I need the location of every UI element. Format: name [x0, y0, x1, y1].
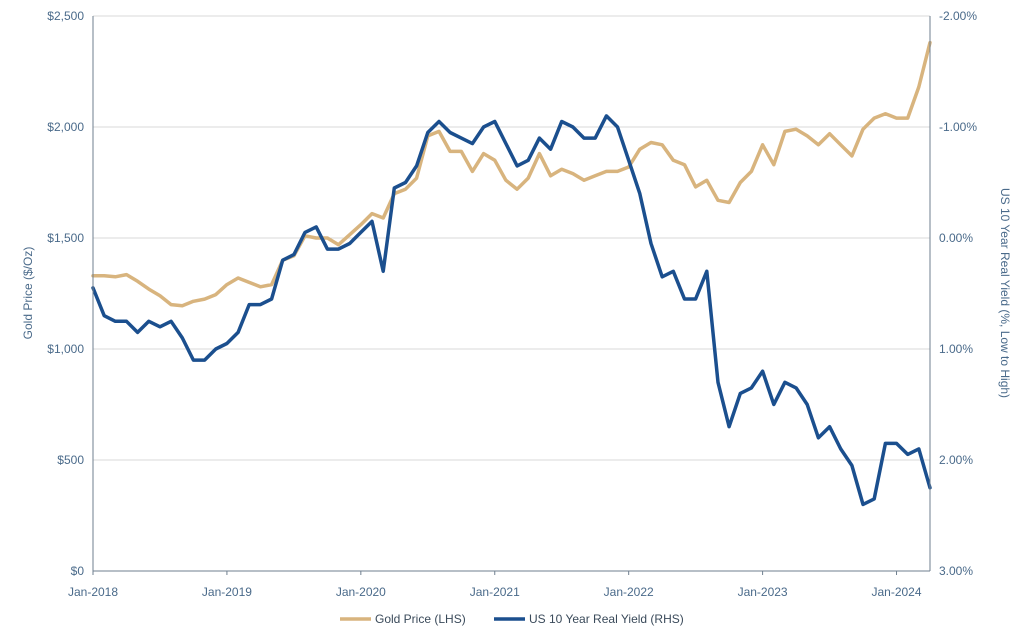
grid-lines	[93, 15, 930, 461]
right-tick-label: -2.00%	[939, 9, 977, 23]
right-tick-label: 1.00%	[939, 342, 973, 356]
x-tick-label: Jan-2022	[604, 585, 654, 599]
left-tick-label: $1,500	[47, 231, 84, 245]
right-tick-labels: 3.00% 2.00% 1.00% 0.00% -1.00% -2.00%	[939, 9, 977, 578]
legend-label-yield: US 10 Year Real Yield (RHS)	[529, 612, 684, 626]
x-tick-label: Jan-2021	[470, 585, 520, 599]
left-axis-title: Gold Price ($/Oz)	[21, 247, 35, 340]
right-tick-label: 3.00%	[939, 564, 973, 578]
left-tick-label: $0	[71, 564, 85, 578]
x-tick-label: Jan-2024	[871, 585, 921, 599]
series-line-real-yield	[91, 114, 932, 507]
right-tick-label: 0.00%	[939, 231, 973, 245]
left-tick-labels: $0 $500 $1,000 $1,500 $2,000 $2,500	[47, 9, 84, 578]
left-tick-label: $2,500	[47, 9, 84, 23]
right-tick-label: -1.00%	[939, 120, 977, 134]
left-tick-label: $500	[57, 453, 84, 467]
x-tick-label: Jan-2023	[738, 585, 788, 599]
x-tick-label: Jan-2019	[202, 585, 252, 599]
x-tick-label: Jan-2018	[68, 585, 118, 599]
series-layer	[91, 40, 932, 507]
left-tick-label: $1,000	[47, 342, 84, 356]
axes	[92, 16, 931, 572]
legend-label-gold: Gold Price (LHS)	[375, 612, 466, 626]
right-axis-title: US 10 Year Real Yield (%, Low to High)	[998, 188, 1012, 398]
legend: Gold Price (LHS) US 10 Year Real Yield (…	[340, 612, 684, 626]
left-tick-label: $2,000	[47, 120, 84, 134]
right-tick-label: 2.00%	[939, 453, 973, 467]
x-tick-labels: Jan-2018 Jan-2019 Jan-2020 Jan-2021 Jan-2022…	[68, 571, 922, 599]
x-tick-label: Jan-2020	[336, 585, 386, 599]
series-line-gold-price	[91, 40, 932, 308]
